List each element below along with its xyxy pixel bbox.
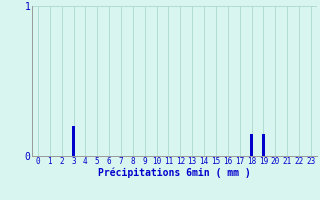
Bar	[250, 134, 253, 156]
Bar	[72, 126, 75, 156]
Bar	[262, 134, 265, 156]
X-axis label: Précipitations 6min ( mm ): Précipitations 6min ( mm )	[98, 168, 251, 178]
